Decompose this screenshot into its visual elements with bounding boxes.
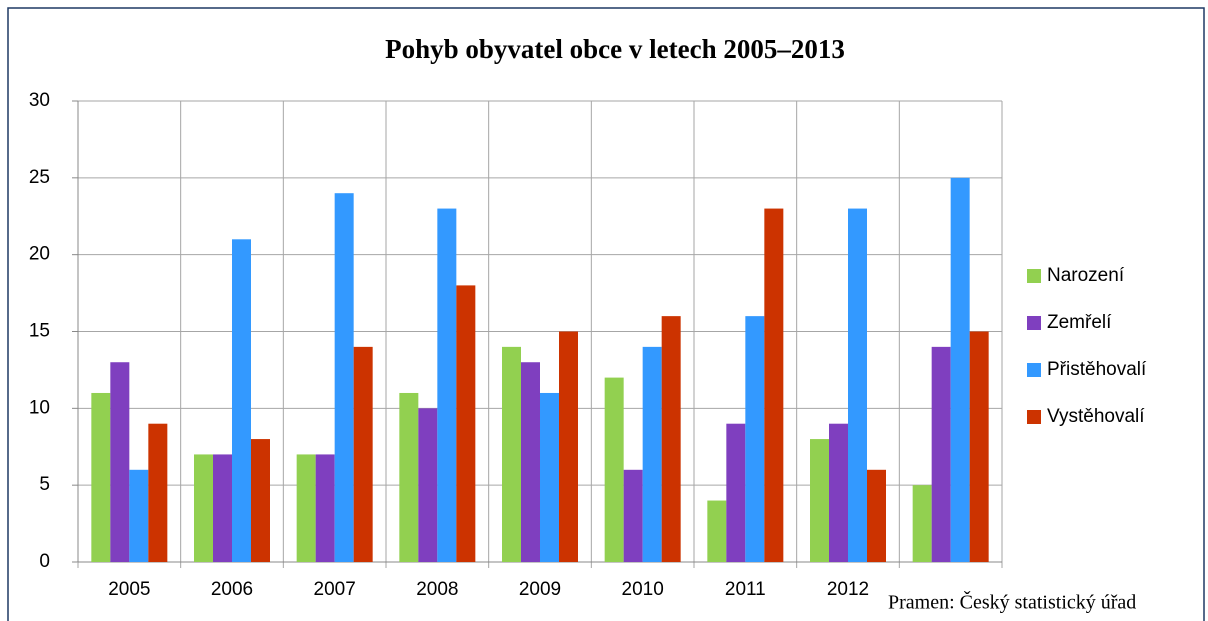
bar: [931, 346, 951, 562]
bar: [110, 362, 130, 562]
legend-swatch: [1027, 410, 1041, 424]
bar: [559, 331, 578, 562]
bar: [129, 469, 149, 562]
x-tick-label: 2012: [827, 579, 869, 600]
y-tick-label: 15: [29, 321, 50, 342]
legend-swatch: [1027, 269, 1041, 283]
bar: [623, 469, 643, 562]
x-tick-label: 2011: [725, 579, 766, 600]
bar: [707, 500, 727, 562]
bar: [604, 377, 624, 562]
y-tick-label: 25: [29, 167, 50, 188]
bar: [829, 423, 848, 562]
bar: [810, 439, 829, 562]
y-tick-label: 10: [29, 397, 50, 418]
bar: [726, 423, 746, 562]
y-tick-label: 20: [29, 244, 50, 265]
legend-label: Přistěhovalí: [1047, 359, 1147, 380]
y-tick-label: 30: [29, 90, 50, 111]
x-tick-label: 2005: [108, 579, 150, 600]
bar: [642, 346, 662, 562]
bar: [540, 392, 559, 562]
source-note: Pramen: Český statistický úřad: [888, 590, 1136, 614]
bar: [296, 454, 316, 562]
bar: [456, 285, 476, 562]
x-tick-label: 2010: [622, 579, 664, 600]
bar: [969, 331, 989, 562]
bar: [91, 392, 111, 562]
bar: [867, 469, 886, 562]
x-tick-label: 2008: [416, 579, 458, 600]
bar: [950, 177, 970, 563]
legend-label: Narození: [1047, 265, 1125, 286]
chart-title: Pohyb obyvatel obce v letech 2005–2013: [385, 34, 845, 64]
bar: [745, 316, 765, 562]
legend-swatch: [1027, 363, 1041, 377]
bar: [194, 454, 213, 562]
bar: [418, 408, 438, 562]
bar: [213, 454, 232, 562]
frame: [7, 7, 1205, 621]
bar: [848, 208, 867, 563]
bar: [502, 346, 521, 562]
legend-swatch: [1027, 316, 1041, 330]
x-tick-label: 2007: [314, 579, 356, 600]
bar: [764, 208, 784, 563]
x-tick-label: 2006: [211, 579, 253, 600]
bar: [334, 193, 354, 562]
legend-label: Vystěhovalí: [1047, 406, 1145, 427]
y-tick-label: 0: [39, 551, 50, 572]
y-tick-label: 5: [39, 474, 50, 495]
bar: [437, 208, 457, 563]
bar: [251, 439, 270, 562]
bar: [912, 485, 932, 562]
bar: [661, 316, 681, 562]
bar: [521, 362, 540, 562]
legend-label: Zemřelí: [1047, 312, 1112, 333]
bar: [148, 423, 168, 562]
bar: [232, 239, 251, 563]
bar: [353, 346, 373, 562]
bar: [315, 454, 335, 562]
bar: [399, 392, 419, 562]
x-tick-label: 2009: [519, 579, 561, 600]
